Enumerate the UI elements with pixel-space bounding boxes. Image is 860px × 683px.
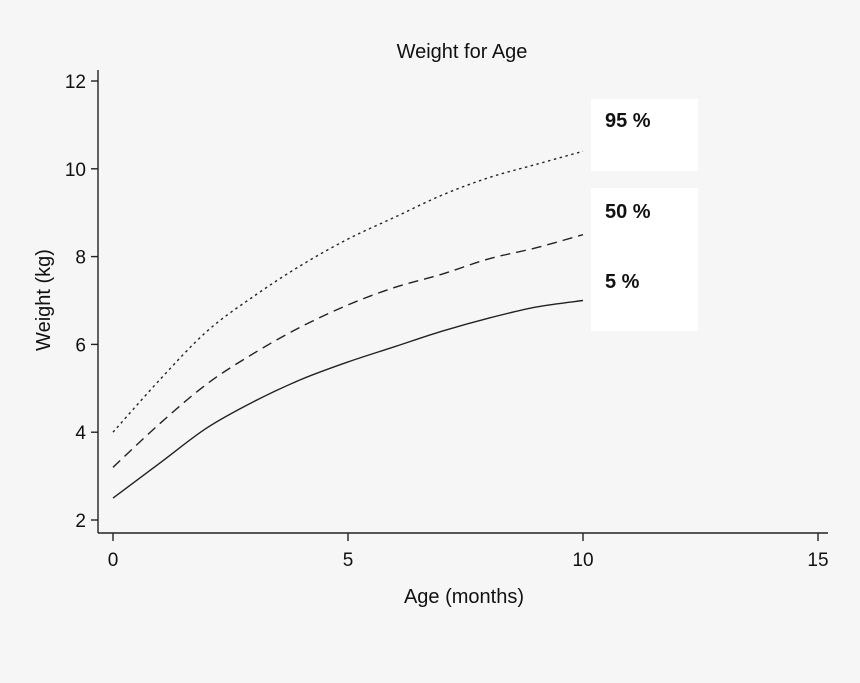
x-tick-label: 15 [807,550,828,571]
series-label-0: 95 % [605,110,651,132]
series-label-1: 50 % [605,201,651,223]
series-line-2 [112,299,584,499]
label-box-upper [591,99,698,171]
series-layer [112,150,584,499]
x-tick-label: 10 [572,550,593,571]
y-axis-ticks: 2 4 6 8 10 12 [65,72,98,532]
y-tick-label: 12 [65,72,86,93]
label-box-lower [591,188,698,331]
x-axis-ticks: 0 5 10 15 [108,533,829,571]
y-tick-label: 10 [65,160,86,181]
y-axis-title: Weight (kg) [33,249,55,351]
series-line-1 [112,233,584,468]
x-tick-label: 5 [343,550,354,571]
series-line-0 [112,150,584,433]
y-tick-label: 8 [75,248,86,269]
x-tick-label: 0 [108,550,119,571]
chart-title: Weight for Age [397,41,528,63]
y-tick-label: 2 [75,511,86,532]
y-tick-label: 4 [75,423,86,444]
x-axis-title: Age (months) [404,586,524,608]
y-tick-label: 6 [75,335,86,356]
series-label-2: 5 % [605,271,640,293]
series-label-layer: 95 % 50 % 5 % [591,99,698,331]
